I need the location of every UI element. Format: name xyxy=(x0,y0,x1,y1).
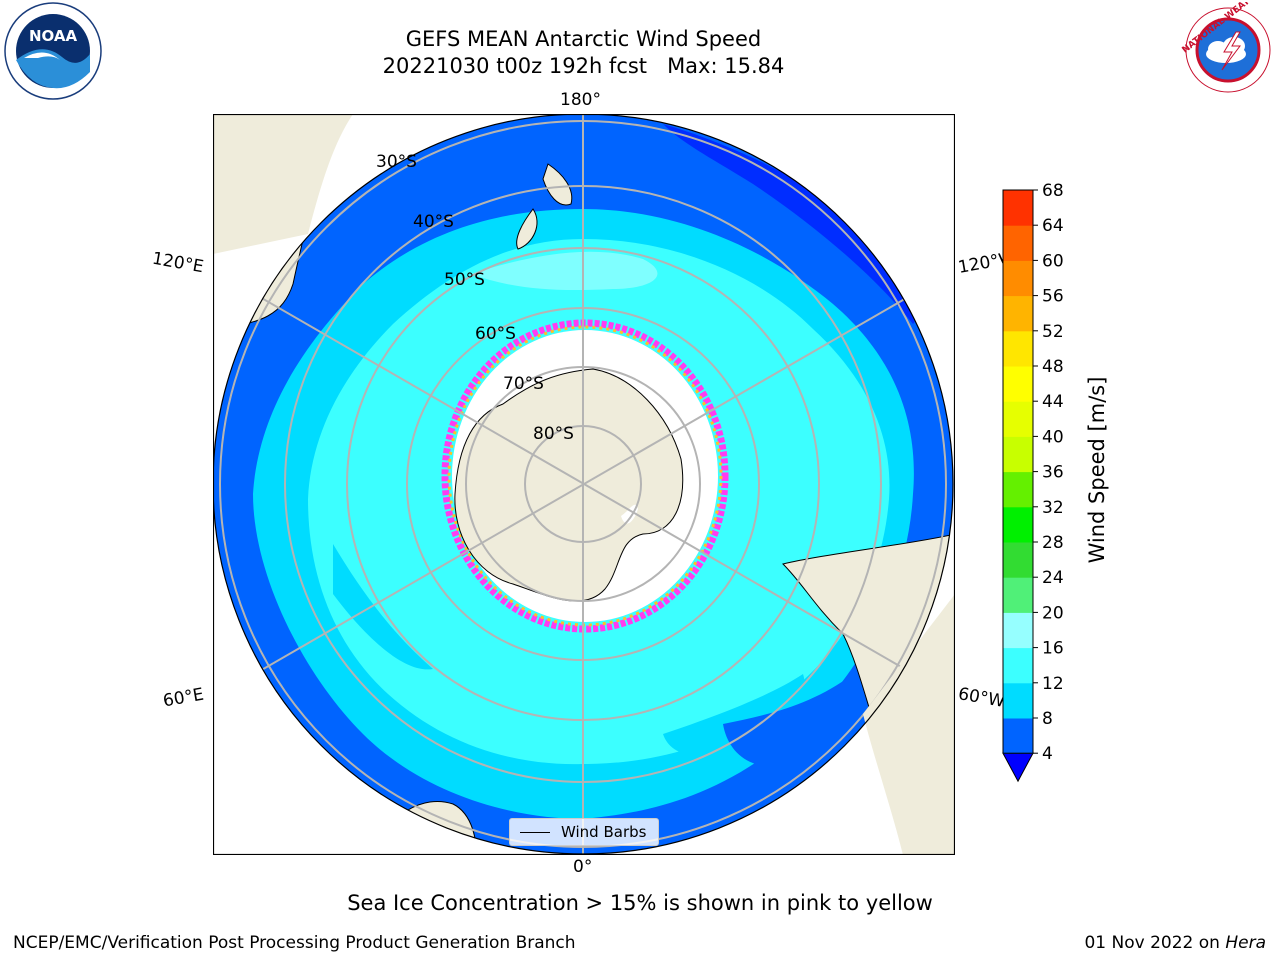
lat-label-50s: 50°S xyxy=(444,270,485,290)
svg-text:NOAA: NOAA xyxy=(29,27,78,45)
colorbar-tick-label: 48 xyxy=(1042,357,1064,377)
wind-barbs-legend: Wind Barbs xyxy=(509,818,659,846)
colorbar-tick-label: 56 xyxy=(1042,287,1064,307)
colorbar-segment xyxy=(1003,330,1033,367)
colorbar-segment xyxy=(1003,471,1033,508)
date-value: 01 Nov 2022 on xyxy=(1084,933,1226,953)
colorbar-segment xyxy=(1003,401,1033,437)
colorbar-segment xyxy=(1003,718,1033,754)
legend-label: Wind Barbs xyxy=(561,823,647,841)
colorbar-segment xyxy=(1003,225,1033,261)
colorbar-tick-label: 40 xyxy=(1042,427,1064,447)
colorbar-tick-label: 68 xyxy=(1042,181,1064,201)
colorbar-extend-under xyxy=(1002,752,1034,783)
colorbar-tick-label: 8 xyxy=(1042,709,1053,729)
colorbar-tick-label: 44 xyxy=(1042,392,1064,412)
colorbar-tick-label: 20 xyxy=(1042,603,1064,623)
colorbar-tick-label: 32 xyxy=(1042,498,1064,518)
colorbar-segment xyxy=(1003,366,1033,402)
colorbar-tick-label: 16 xyxy=(1042,639,1064,659)
colorbar-tick-label: 52 xyxy=(1042,322,1064,342)
colorbar-segment xyxy=(1003,542,1033,578)
lat-label-40s: 40°S xyxy=(413,212,454,232)
lat-label-70s: 70°S xyxy=(503,374,544,394)
lat-label-60s: 60°S xyxy=(475,324,516,344)
colorbar-tick-label: 64 xyxy=(1042,216,1064,236)
colorbar-segment xyxy=(1003,260,1033,297)
colorbar-segment xyxy=(1003,577,1033,613)
colorbar: 4 8 12 16 20 24 28 32 36 40 44 48 52 56 60 64 68 xyxy=(995,180,1075,794)
plot-subtitle: 20221030 t00z 192h fcst Max: 15.84 xyxy=(382,54,785,78)
lon-label-0: 0° xyxy=(573,857,593,877)
lon-label-180: 180° xyxy=(560,90,601,110)
machine-name: Hera xyxy=(1225,933,1266,953)
sea-ice-note: Sea Ice Concentration > 15% is shown in … xyxy=(347,891,933,915)
lat-label-80s: 80°S xyxy=(533,424,574,444)
colorbar-segment xyxy=(1003,612,1033,649)
colorbar-tick-label: 12 xyxy=(1042,674,1064,694)
colorbar-segment xyxy=(1003,506,1033,543)
credit-text: NCEP/EMC/Verification Post Processing Pr… xyxy=(13,933,576,953)
date-text: 01 Nov 2022 on Hera xyxy=(1084,933,1266,953)
colorbar-tick-label: 24 xyxy=(1042,568,1064,588)
map-svg xyxy=(212,113,956,856)
legend-line-swatch xyxy=(520,832,550,833)
colorbar-tick-label: 60 xyxy=(1042,251,1064,271)
colorbar-segment xyxy=(1003,295,1033,332)
lon-label-120e: 120°E xyxy=(150,248,206,278)
colorbar-tick-label: 36 xyxy=(1042,463,1064,483)
colorbar-segment xyxy=(1003,682,1033,719)
nws-logo: NATIONAL WEATHER SERVICE xyxy=(1178,0,1280,106)
colorbar-segment xyxy=(1003,436,1033,473)
colorbar-tick-label: 28 xyxy=(1042,533,1064,553)
colorbar-tick-label: 4 xyxy=(1042,744,1053,764)
lon-label-60e: 60°E xyxy=(161,684,206,712)
antarctic-wind-map xyxy=(212,113,956,856)
colorbar-label: Wind Speed [m/s] xyxy=(1085,376,1109,564)
noaa-logo: NOAA xyxy=(2,2,104,106)
colorbar-segment xyxy=(1003,190,1033,226)
colorbar-segment xyxy=(1003,647,1033,684)
lat-label-30s: 30°S xyxy=(376,152,417,172)
plot-title: GEFS MEAN Antarctic Wind Speed xyxy=(405,27,762,51)
